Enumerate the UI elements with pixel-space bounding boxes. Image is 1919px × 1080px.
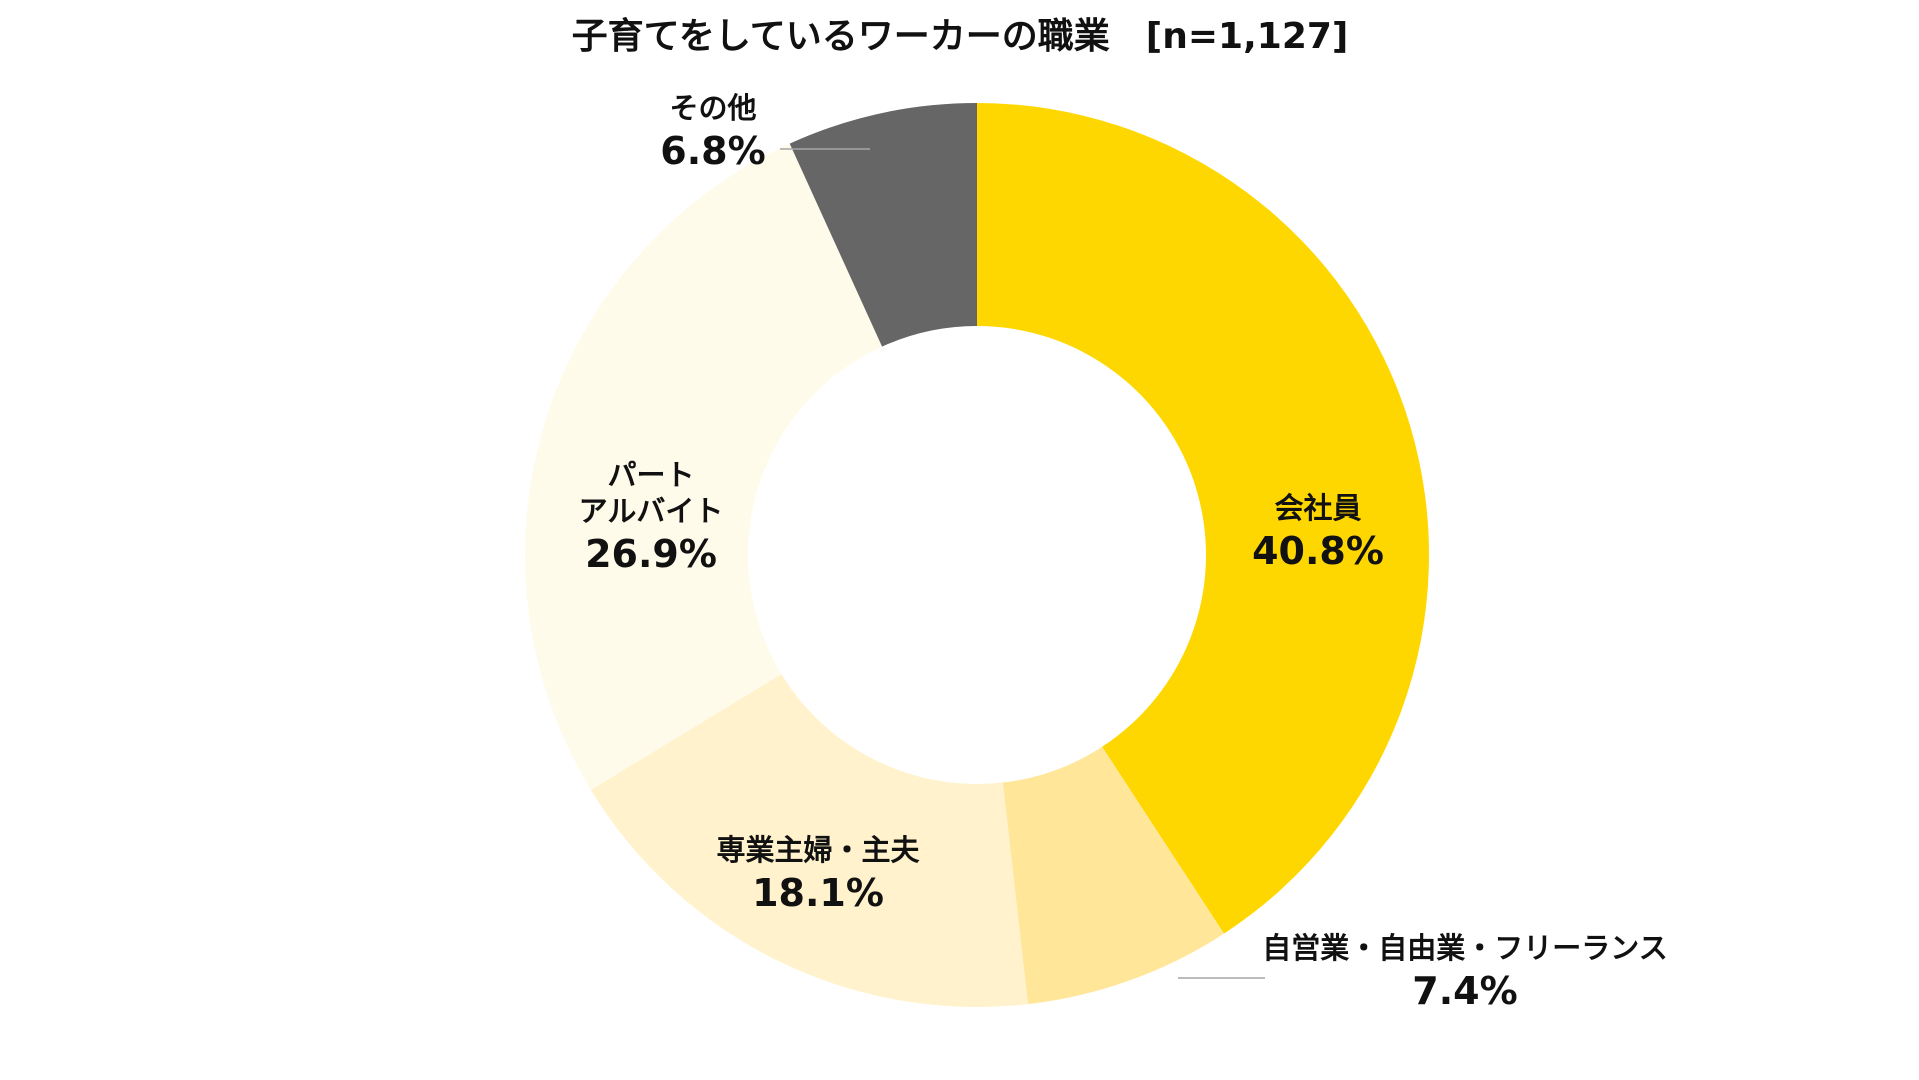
- chart-title: 子育てをしているワーカーの職業 [n=1,127]: [572, 16, 1349, 57]
- slice-name-label: 自営業・自由業・フリーランス: [1262, 931, 1667, 965]
- slice-name-label: その他: [669, 91, 756, 125]
- slice-label-2: 専業主婦・主夫 18.1%: [716, 833, 920, 915]
- donut-slice-1: [1002, 746, 1224, 1005]
- slice-value-label: 40.8%: [1252, 529, 1384, 573]
- donut-slice-0: [977, 103, 1429, 934]
- donut-slice-3: [524, 143, 883, 790]
- slice-value-label: 18.1%: [752, 871, 884, 915]
- slice-name-label: パート: [607, 458, 694, 492]
- slice-label-4: その他 6.8%: [660, 91, 765, 173]
- donut-slice-4: [789, 103, 977, 347]
- leader-lines: [780, 148, 1265, 979]
- slice-name-label: 会社員: [1274, 491, 1361, 525]
- slice-labels: 会社員 40.8% 自営業・自由業・フリーランス 7.4% 専業主婦・主夫 18.1% パー…: [579, 91, 1668, 1013]
- slice-name-label: アルバイト: [579, 494, 724, 528]
- donut-slices: [524, 103, 1429, 1007]
- slice-label-0: 会社員 40.8%: [1252, 491, 1384, 573]
- slice-value-label: 26.9%: [585, 532, 717, 576]
- slice-value-label: 6.8%: [660, 129, 765, 173]
- donut-slice-2: [590, 674, 1029, 1007]
- slice-name-label: 専業主婦・主夫: [716, 833, 920, 867]
- slice-label-1: 自営業・自由業・フリーランス 7.4%: [1262, 931, 1667, 1013]
- slice-value-label: 7.4%: [1412, 969, 1517, 1013]
